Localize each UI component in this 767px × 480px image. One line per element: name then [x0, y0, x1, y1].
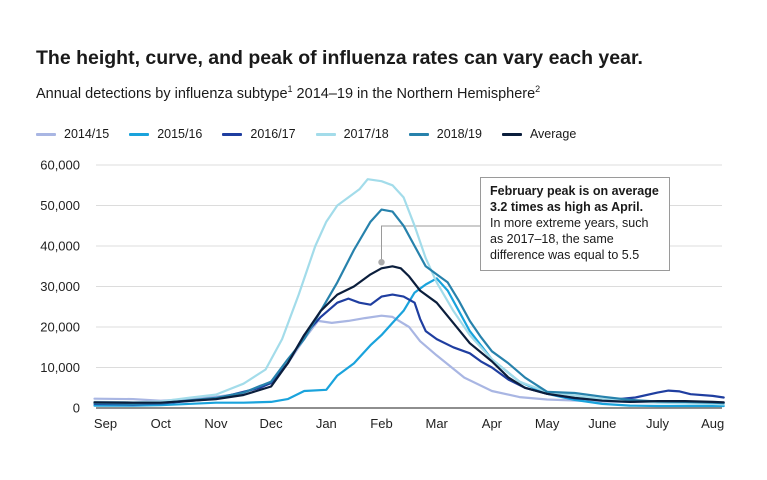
x-tick-label: Aug — [701, 416, 724, 431]
legend-item: 2017/18 — [315, 127, 389, 141]
legend-swatch — [129, 132, 150, 136]
x-tick-label: Apr — [482, 416, 503, 431]
series-line-average — [93, 265, 725, 404]
chart-title: The height, curve, and peak of influenza… — [36, 47, 643, 69]
subtitle-main: Annual detections by influenza subtype — [36, 85, 288, 102]
chart-legend: 2014/15 2015/16 2016/17 2017/18 2018/19 Avera… — [36, 127, 596, 141]
x-tick-label: May — [535, 416, 560, 431]
annotation-box: February peak is on average 3.2 times as… — [480, 177, 670, 271]
series-line-2017-18 — [93, 178, 725, 406]
legend-label: 2017/18 — [343, 127, 389, 141]
x-tick-label: Feb — [370, 416, 392, 431]
legend-label: 2014/15 — [64, 127, 110, 141]
x-tick-label: July — [646, 416, 670, 431]
legend-label: Average — [529, 127, 577, 141]
x-tick-label: Mar — [426, 416, 449, 431]
series-line-2015-16 — [93, 277, 725, 408]
subtitle-mid: 2014–19 in the Northern Hemisphere — [292, 85, 536, 102]
chart-subtitle: Annual detections by influenza subtype1 … — [36, 84, 540, 102]
annotation-body: In more extreme years, such as 2017–18, … — [490, 216, 649, 262]
y-tick-label: 40,000 — [40, 239, 80, 254]
x-tick-label: June — [588, 416, 616, 431]
legend-swatch — [315, 132, 336, 136]
legend-label: 2018/19 — [436, 127, 482, 141]
x-tick-label: Jan — [316, 416, 337, 431]
legend-item: 2016/17 — [222, 127, 296, 141]
series-line-2018-19 — [93, 208, 725, 405]
footnote-ref-1: 1 — [287, 84, 293, 94]
legend-item: 2015/16 — [129, 127, 202, 141]
y-tick-label: 60,000 — [40, 158, 80, 173]
y-tick-label: 10,000 — [40, 360, 80, 375]
annotation-marker-dot — [378, 259, 385, 266]
annotation-headline: February peak is on average 3.2 times as… — [490, 184, 659, 214]
x-tick-label: Oct — [151, 416, 172, 431]
legend-swatch — [36, 132, 56, 136]
legend-item: 2014/15 — [36, 127, 109, 141]
legend-swatch — [501, 132, 522, 136]
annotation-leader-line — [381, 225, 480, 263]
legend-label: 2015/16 — [157, 127, 203, 141]
y-tick-label: 30,000 — [40, 279, 80, 294]
legend-swatch — [408, 132, 429, 136]
y-tick-label: 20,000 — [40, 320, 80, 335]
legend-label: 2016/17 — [250, 127, 296, 141]
series-line-2014-15 — [93, 314, 725, 404]
x-tick-label: Nov — [204, 416, 228, 431]
legend-item: Average — [501, 127, 577, 141]
y-tick-label: 0 — [73, 401, 80, 416]
legend-swatch — [222, 132, 243, 136]
legend-item: 2018/19 — [408, 127, 482, 141]
x-tick-label: Sep — [94, 416, 117, 431]
x-tick-label: Dec — [260, 416, 284, 431]
footnote-ref-2: 2 — [535, 84, 541, 94]
y-tick-label: 50,000 — [40, 198, 80, 213]
series-line-2016-17 — [93, 293, 725, 406]
